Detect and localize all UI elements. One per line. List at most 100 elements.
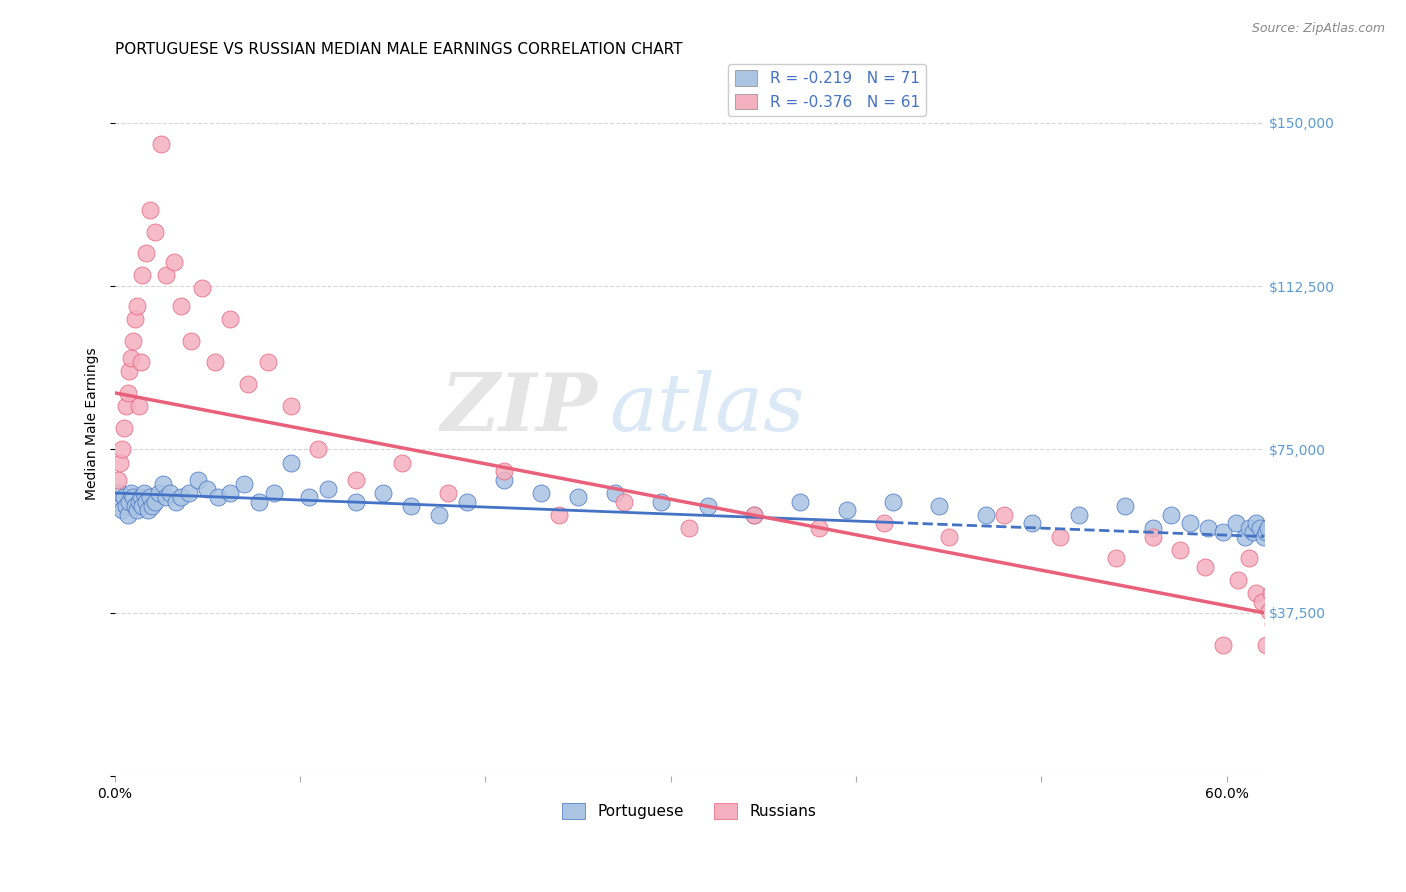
- Point: [143, 494, 166, 508]
- Point: [835, 503, 858, 517]
- Point: [143, 225, 166, 239]
- Point: [139, 202, 162, 217]
- Point: [107, 473, 129, 487]
- Point: [163, 255, 186, 269]
- Point: [122, 334, 145, 348]
- Point: [280, 456, 302, 470]
- Point: [152, 477, 174, 491]
- Point: [1178, 516, 1201, 531]
- Point: [391, 456, 413, 470]
- Point: [548, 508, 571, 522]
- Point: [808, 521, 831, 535]
- Point: [187, 473, 209, 487]
- Point: [1170, 542, 1192, 557]
- Point: [108, 456, 131, 470]
- Point: [236, 377, 259, 392]
- Point: [1160, 508, 1182, 522]
- Point: [1225, 516, 1247, 531]
- Point: [207, 491, 229, 505]
- Point: [437, 486, 460, 500]
- Point: [696, 499, 718, 513]
- Point: [1226, 573, 1249, 587]
- Point: [280, 399, 302, 413]
- Point: [678, 521, 700, 535]
- Point: [1021, 516, 1043, 531]
- Legend: Portuguese, Russians: Portuguese, Russians: [555, 797, 823, 825]
- Point: [128, 399, 150, 413]
- Point: [1267, 673, 1289, 688]
- Point: [118, 494, 141, 508]
- Point: [131, 268, 153, 282]
- Point: [298, 491, 321, 505]
- Point: [1249, 521, 1271, 535]
- Point: [263, 486, 285, 500]
- Point: [882, 494, 904, 508]
- Point: [1142, 521, 1164, 535]
- Point: [247, 494, 270, 508]
- Point: [124, 499, 146, 513]
- Point: [117, 508, 139, 522]
- Point: [1258, 604, 1281, 618]
- Point: [1246, 586, 1268, 600]
- Point: [1254, 639, 1277, 653]
- Point: [1257, 521, 1279, 535]
- Point: [1264, 647, 1286, 661]
- Point: [218, 486, 240, 500]
- Point: [149, 137, 172, 152]
- Point: [170, 491, 193, 505]
- Point: [742, 508, 765, 522]
- Point: [1197, 521, 1219, 535]
- Point: [603, 486, 626, 500]
- Point: [233, 477, 256, 491]
- Point: [111, 442, 134, 457]
- Text: ZIP: ZIP: [440, 370, 598, 448]
- Point: [170, 299, 193, 313]
- Point: [1253, 530, 1275, 544]
- Point: [316, 482, 339, 496]
- Point: [399, 499, 422, 513]
- Point: [195, 482, 218, 496]
- Point: [141, 499, 163, 513]
- Point: [120, 351, 142, 365]
- Point: [159, 486, 181, 500]
- Point: [180, 334, 202, 348]
- Text: atlas: atlas: [609, 370, 804, 448]
- Point: [928, 499, 950, 513]
- Point: [139, 491, 162, 505]
- Point: [136, 503, 159, 517]
- Point: [135, 246, 157, 260]
- Point: [492, 473, 515, 487]
- Point: [1142, 530, 1164, 544]
- Point: [974, 508, 997, 522]
- Point: [134, 486, 156, 500]
- Point: [1114, 499, 1136, 513]
- Point: [125, 503, 148, 517]
- Point: [1104, 551, 1126, 566]
- Point: [120, 486, 142, 500]
- Point: [1251, 595, 1274, 609]
- Point: [742, 508, 765, 522]
- Point: [129, 491, 152, 505]
- Text: PORTUGUESE VS RUSSIAN MEDIAN MALE EARNINGS CORRELATION CHART: PORTUGUESE VS RUSSIAN MEDIAN MALE EARNIN…: [114, 42, 682, 57]
- Point: [155, 491, 177, 505]
- Point: [148, 486, 170, 500]
- Point: [492, 464, 515, 478]
- Point: [165, 494, 187, 508]
- Point: [118, 364, 141, 378]
- Point: [789, 494, 811, 508]
- Point: [1246, 516, 1268, 531]
- Point: [1265, 681, 1288, 696]
- Point: [456, 494, 478, 508]
- Point: [650, 494, 672, 508]
- Point: [993, 508, 1015, 522]
- Point: [112, 491, 135, 505]
- Point: [1254, 525, 1277, 540]
- Point: [131, 499, 153, 513]
- Point: [873, 516, 896, 531]
- Point: [1212, 525, 1234, 540]
- Point: [218, 311, 240, 326]
- Point: [177, 486, 200, 500]
- Point: [129, 355, 152, 369]
- Point: [1237, 521, 1260, 535]
- Point: [530, 486, 553, 500]
